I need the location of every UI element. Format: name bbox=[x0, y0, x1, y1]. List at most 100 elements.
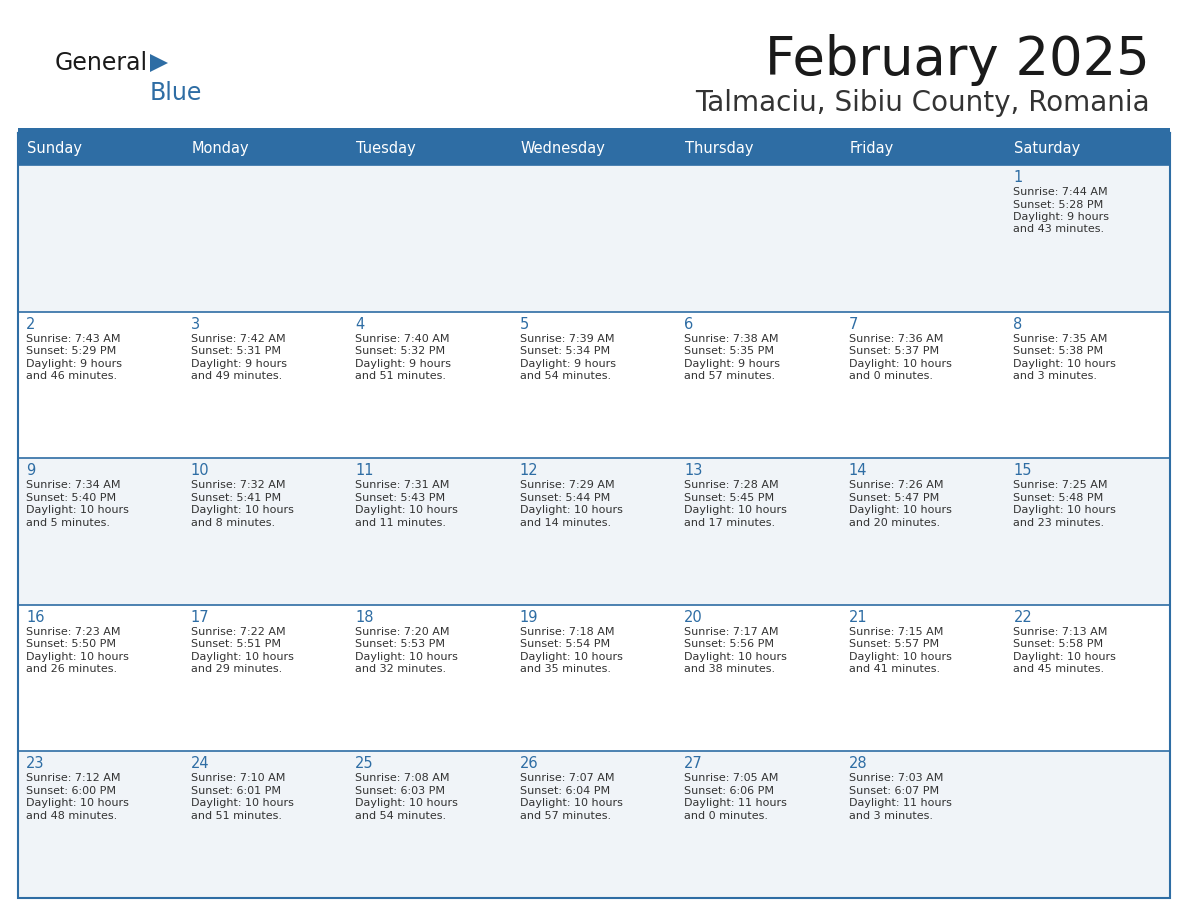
Text: and 51 minutes.: and 51 minutes. bbox=[190, 811, 282, 821]
Text: Sunset: 5:54 PM: Sunset: 5:54 PM bbox=[519, 639, 609, 649]
Text: Sunset: 6:06 PM: Sunset: 6:06 PM bbox=[684, 786, 775, 796]
Text: 1: 1 bbox=[1013, 170, 1023, 185]
Text: and 11 minutes.: and 11 minutes. bbox=[355, 518, 447, 528]
Text: Sunrise: 7:34 AM: Sunrise: 7:34 AM bbox=[26, 480, 120, 490]
Text: Sunset: 6:04 PM: Sunset: 6:04 PM bbox=[519, 786, 609, 796]
Bar bbox=[347, 165, 512, 311]
Text: Daylight: 10 hours: Daylight: 10 hours bbox=[26, 505, 128, 515]
Bar bbox=[18, 133, 183, 165]
Bar bbox=[18, 311, 183, 458]
Bar bbox=[512, 133, 676, 165]
Text: Blue: Blue bbox=[150, 81, 202, 105]
Bar bbox=[512, 165, 676, 311]
Text: Wednesday: Wednesday bbox=[520, 141, 606, 156]
Bar bbox=[841, 752, 1005, 898]
Text: Daylight: 10 hours: Daylight: 10 hours bbox=[849, 505, 952, 515]
Text: Friday: Friday bbox=[849, 141, 895, 156]
Text: and 54 minutes.: and 54 minutes. bbox=[355, 811, 447, 821]
Text: 19: 19 bbox=[519, 610, 538, 625]
Bar bbox=[1005, 752, 1170, 898]
Text: Monday: Monday bbox=[191, 141, 249, 156]
Text: February 2025: February 2025 bbox=[765, 34, 1150, 86]
Text: Sunset: 5:47 PM: Sunset: 5:47 PM bbox=[849, 493, 939, 503]
Text: 15: 15 bbox=[1013, 464, 1032, 478]
Bar bbox=[1005, 311, 1170, 458]
Text: Sunset: 5:50 PM: Sunset: 5:50 PM bbox=[26, 639, 116, 649]
Bar bbox=[512, 311, 676, 458]
Text: Sunrise: 7:38 AM: Sunrise: 7:38 AM bbox=[684, 333, 779, 343]
Text: 4: 4 bbox=[355, 317, 365, 331]
Text: Sunrise: 7:22 AM: Sunrise: 7:22 AM bbox=[190, 627, 285, 637]
Text: Sunday: Sunday bbox=[27, 141, 82, 156]
Text: Sunrise: 7:35 AM: Sunrise: 7:35 AM bbox=[1013, 333, 1107, 343]
Text: Sunset: 5:58 PM: Sunset: 5:58 PM bbox=[1013, 639, 1104, 649]
Text: 3: 3 bbox=[190, 317, 200, 331]
Text: 17: 17 bbox=[190, 610, 209, 625]
Bar bbox=[676, 311, 841, 458]
Bar bbox=[183, 311, 347, 458]
Text: Daylight: 9 hours: Daylight: 9 hours bbox=[26, 359, 122, 369]
Text: 21: 21 bbox=[849, 610, 867, 625]
Bar bbox=[841, 311, 1005, 458]
Text: Sunrise: 7:23 AM: Sunrise: 7:23 AM bbox=[26, 627, 120, 637]
Bar bbox=[18, 133, 1170, 898]
Text: and 57 minutes.: and 57 minutes. bbox=[519, 811, 611, 821]
Text: Sunset: 5:53 PM: Sunset: 5:53 PM bbox=[355, 639, 446, 649]
Text: Tuesday: Tuesday bbox=[356, 141, 416, 156]
Text: Daylight: 10 hours: Daylight: 10 hours bbox=[519, 652, 623, 662]
Text: Sunrise: 7:42 AM: Sunrise: 7:42 AM bbox=[190, 333, 285, 343]
Text: and 32 minutes.: and 32 minutes. bbox=[355, 665, 447, 675]
Text: Sunrise: 7:40 AM: Sunrise: 7:40 AM bbox=[355, 333, 449, 343]
Text: and 35 minutes.: and 35 minutes. bbox=[519, 665, 611, 675]
Text: 7: 7 bbox=[849, 317, 858, 331]
Text: Daylight: 10 hours: Daylight: 10 hours bbox=[1013, 505, 1117, 515]
Text: Sunrise: 7:08 AM: Sunrise: 7:08 AM bbox=[355, 773, 449, 783]
Text: Daylight: 10 hours: Daylight: 10 hours bbox=[684, 505, 788, 515]
Text: Daylight: 10 hours: Daylight: 10 hours bbox=[26, 652, 128, 662]
Bar bbox=[183, 752, 347, 898]
Text: Sunrise: 7:43 AM: Sunrise: 7:43 AM bbox=[26, 333, 120, 343]
Text: Sunset: 5:31 PM: Sunset: 5:31 PM bbox=[190, 346, 280, 356]
Text: and 3 minutes.: and 3 minutes. bbox=[1013, 371, 1098, 381]
Bar bbox=[512, 458, 676, 605]
Bar bbox=[18, 165, 183, 311]
Text: Sunset: 5:37 PM: Sunset: 5:37 PM bbox=[849, 346, 939, 356]
Text: 12: 12 bbox=[519, 464, 538, 478]
Text: Sunset: 5:34 PM: Sunset: 5:34 PM bbox=[519, 346, 609, 356]
Text: Sunset: 5:57 PM: Sunset: 5:57 PM bbox=[849, 639, 939, 649]
Text: 25: 25 bbox=[355, 756, 374, 771]
Bar bbox=[676, 165, 841, 311]
Text: and 46 minutes.: and 46 minutes. bbox=[26, 371, 118, 381]
Text: 18: 18 bbox=[355, 610, 374, 625]
Bar bbox=[676, 133, 841, 165]
Text: Sunrise: 7:31 AM: Sunrise: 7:31 AM bbox=[355, 480, 449, 490]
Text: Daylight: 10 hours: Daylight: 10 hours bbox=[519, 799, 623, 809]
Text: Sunrise: 7:28 AM: Sunrise: 7:28 AM bbox=[684, 480, 779, 490]
Text: and 17 minutes.: and 17 minutes. bbox=[684, 518, 776, 528]
Text: and 26 minutes.: and 26 minutes. bbox=[26, 665, 118, 675]
Text: Daylight: 10 hours: Daylight: 10 hours bbox=[355, 505, 459, 515]
Text: 13: 13 bbox=[684, 464, 702, 478]
Bar bbox=[841, 133, 1005, 165]
Polygon shape bbox=[150, 54, 168, 72]
Text: and 8 minutes.: and 8 minutes. bbox=[190, 518, 274, 528]
Text: Sunset: 5:43 PM: Sunset: 5:43 PM bbox=[355, 493, 446, 503]
Text: Daylight: 10 hours: Daylight: 10 hours bbox=[190, 505, 293, 515]
Text: Daylight: 11 hours: Daylight: 11 hours bbox=[684, 799, 788, 809]
Text: Sunset: 5:51 PM: Sunset: 5:51 PM bbox=[190, 639, 280, 649]
Bar bbox=[1005, 165, 1170, 311]
Text: Sunset: 5:28 PM: Sunset: 5:28 PM bbox=[1013, 199, 1104, 209]
Text: and 29 minutes.: and 29 minutes. bbox=[190, 665, 282, 675]
Text: 16: 16 bbox=[26, 610, 44, 625]
Text: 20: 20 bbox=[684, 610, 703, 625]
Text: Sunset: 5:44 PM: Sunset: 5:44 PM bbox=[519, 493, 609, 503]
Bar bbox=[1005, 458, 1170, 605]
Text: Sunset: 5:45 PM: Sunset: 5:45 PM bbox=[684, 493, 775, 503]
Text: and 20 minutes.: and 20 minutes. bbox=[849, 518, 940, 528]
Text: and 45 minutes.: and 45 minutes. bbox=[1013, 665, 1105, 675]
Text: Thursday: Thursday bbox=[685, 141, 753, 156]
Text: 14: 14 bbox=[849, 464, 867, 478]
Text: Daylight: 10 hours: Daylight: 10 hours bbox=[190, 652, 293, 662]
Text: and 43 minutes.: and 43 minutes. bbox=[1013, 225, 1105, 234]
Bar bbox=[347, 605, 512, 752]
